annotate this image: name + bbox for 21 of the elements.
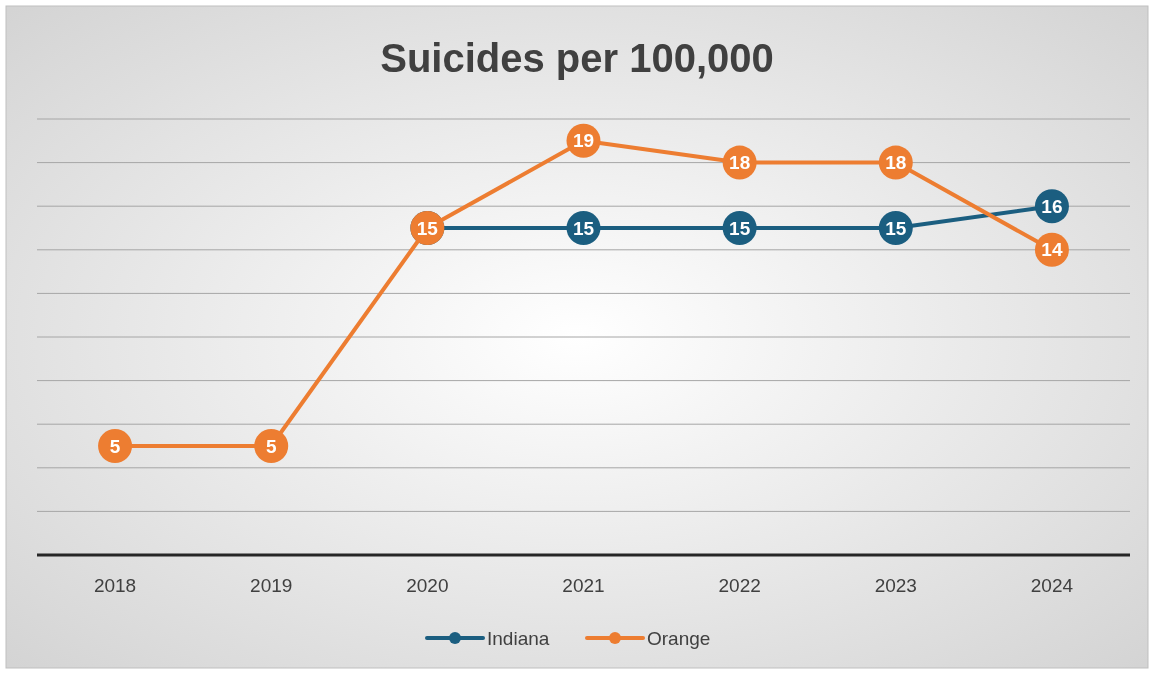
x-tick-label: 2024 <box>1030 575 1074 596</box>
data-label: 15 <box>885 217 907 239</box>
legend-label: Indiana <box>487 627 550 649</box>
data-label: 18 <box>885 152 907 174</box>
data-label: 16 <box>1041 195 1063 217</box>
data-label: 18 <box>729 152 751 174</box>
data-label: 15 <box>729 217 751 239</box>
x-tick-label: 2018 <box>93 575 137 596</box>
x-tick-label: 2021 <box>562 575 605 596</box>
x-tick-label: 2020 <box>406 575 449 596</box>
data-label: 5 <box>265 435 277 457</box>
data-label: 5 <box>109 435 121 457</box>
data-label: 14 <box>1041 239 1063 261</box>
x-tick-label: 2019 <box>250 575 293 596</box>
data-label: 19 <box>572 130 595 152</box>
legend-label: Orange <box>647 627 711 649</box>
x-tick-label: 2023 <box>874 575 917 596</box>
data-label: 15 <box>572 217 595 239</box>
data-label: 15 <box>416 217 439 239</box>
chart-title: Suicides per 100,000 <box>380 36 774 80</box>
x-tick-label: 2022 <box>718 575 761 596</box>
